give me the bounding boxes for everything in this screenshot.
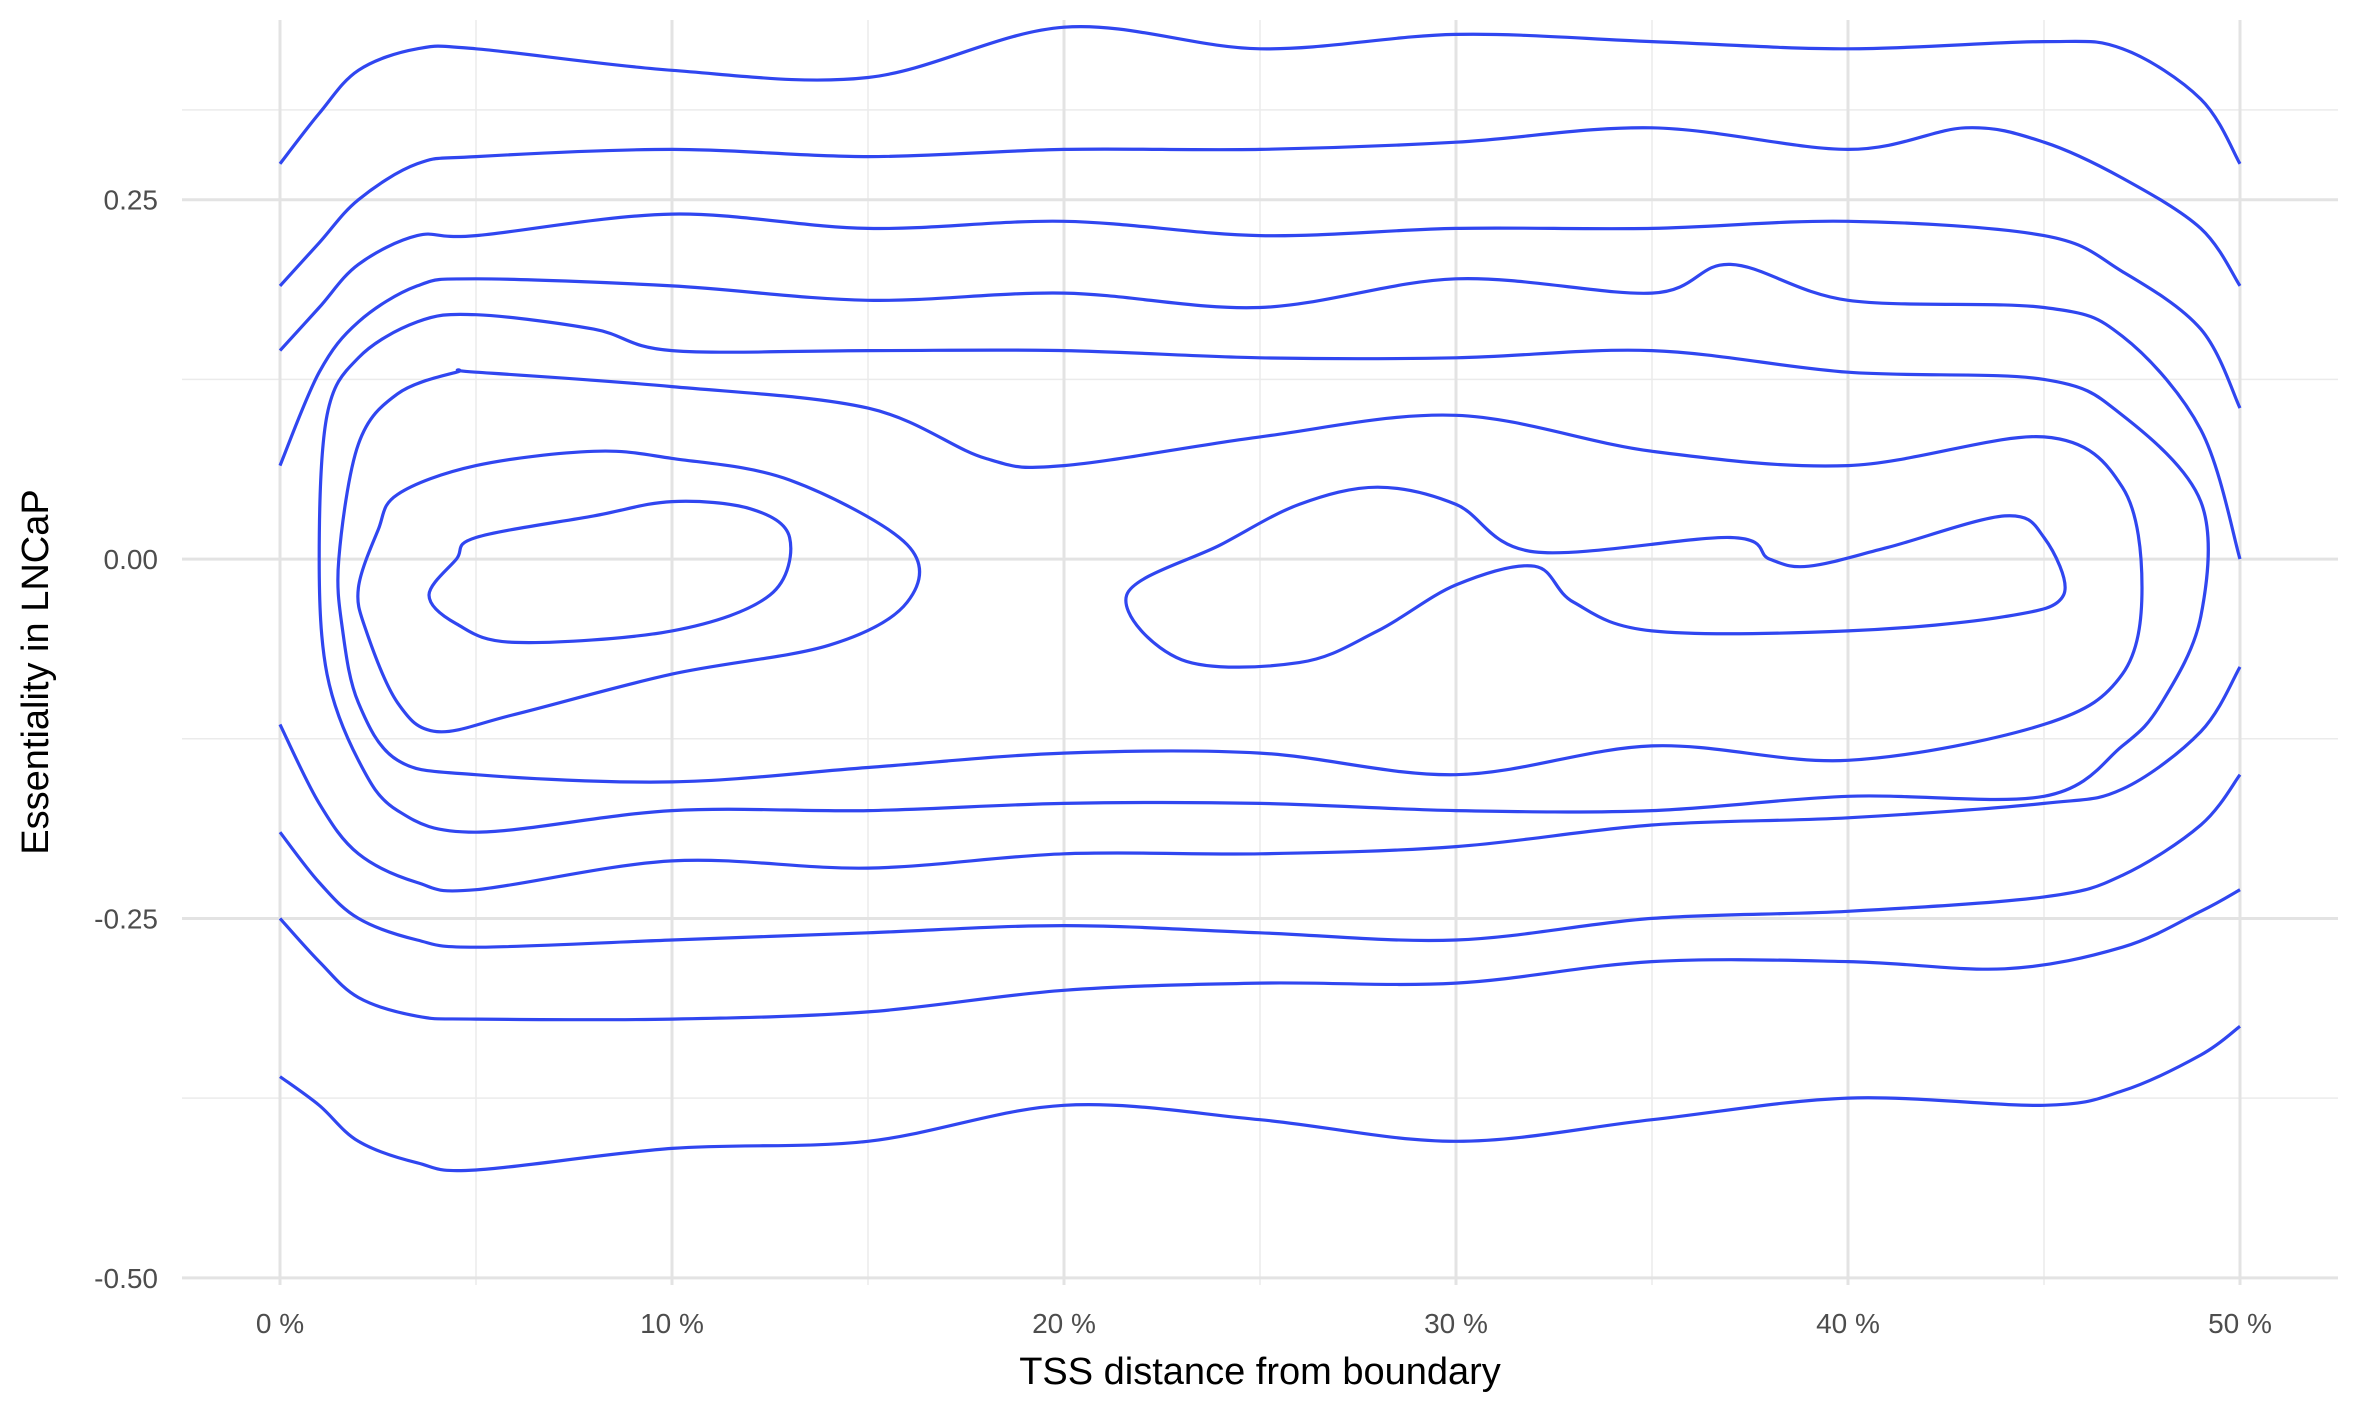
x-tick-label: 40 %	[1816, 1308, 1880, 1339]
x-axis-tick-labels: 0 % 10 % 20 % 30 % 40 % 50 %	[256, 1308, 2272, 1339]
contour-line	[279, 1025, 2241, 1173]
contour-line	[278, 262, 2242, 560]
contour-line	[278, 212, 2242, 409]
major-gridlines	[182, 20, 2338, 1285]
y-axis-title: Essentiality in LNCaP	[15, 489, 57, 854]
y-tick-label: 0.25	[104, 185, 159, 216]
minor-gridlines	[182, 20, 2338, 1285]
contour-line	[278, 666, 2242, 893]
x-tick-label: 30 %	[1424, 1308, 1488, 1339]
contour-line	[278, 773, 2242, 949]
contour-line	[427, 499, 793, 645]
contour-line	[356, 449, 922, 734]
y-tick-label: -0.50	[94, 1263, 158, 1294]
x-tick-label: 10 %	[640, 1308, 704, 1339]
contour-line	[278, 25, 2242, 165]
x-axis-title: TSS distance from boundary	[1019, 1351, 1501, 1393]
contour-line	[1124, 485, 2067, 669]
x-tick-label: 20 %	[1032, 1308, 1096, 1339]
contour-line	[278, 126, 2242, 287]
contour-line	[278, 888, 2241, 1022]
x-tick-label: 50 %	[2208, 1308, 2272, 1339]
x-tick-label: 0 %	[256, 1308, 304, 1339]
contour-line	[317, 312, 2210, 834]
y-axis-tick-labels: -0.50 -0.25 0.00 0.25	[94, 185, 158, 1294]
y-tick-label: -0.25	[94, 903, 158, 934]
y-tick-label: 0.00	[104, 544, 159, 575]
contour-lines	[278, 25, 2242, 1173]
contour-line	[336, 368, 2144, 784]
